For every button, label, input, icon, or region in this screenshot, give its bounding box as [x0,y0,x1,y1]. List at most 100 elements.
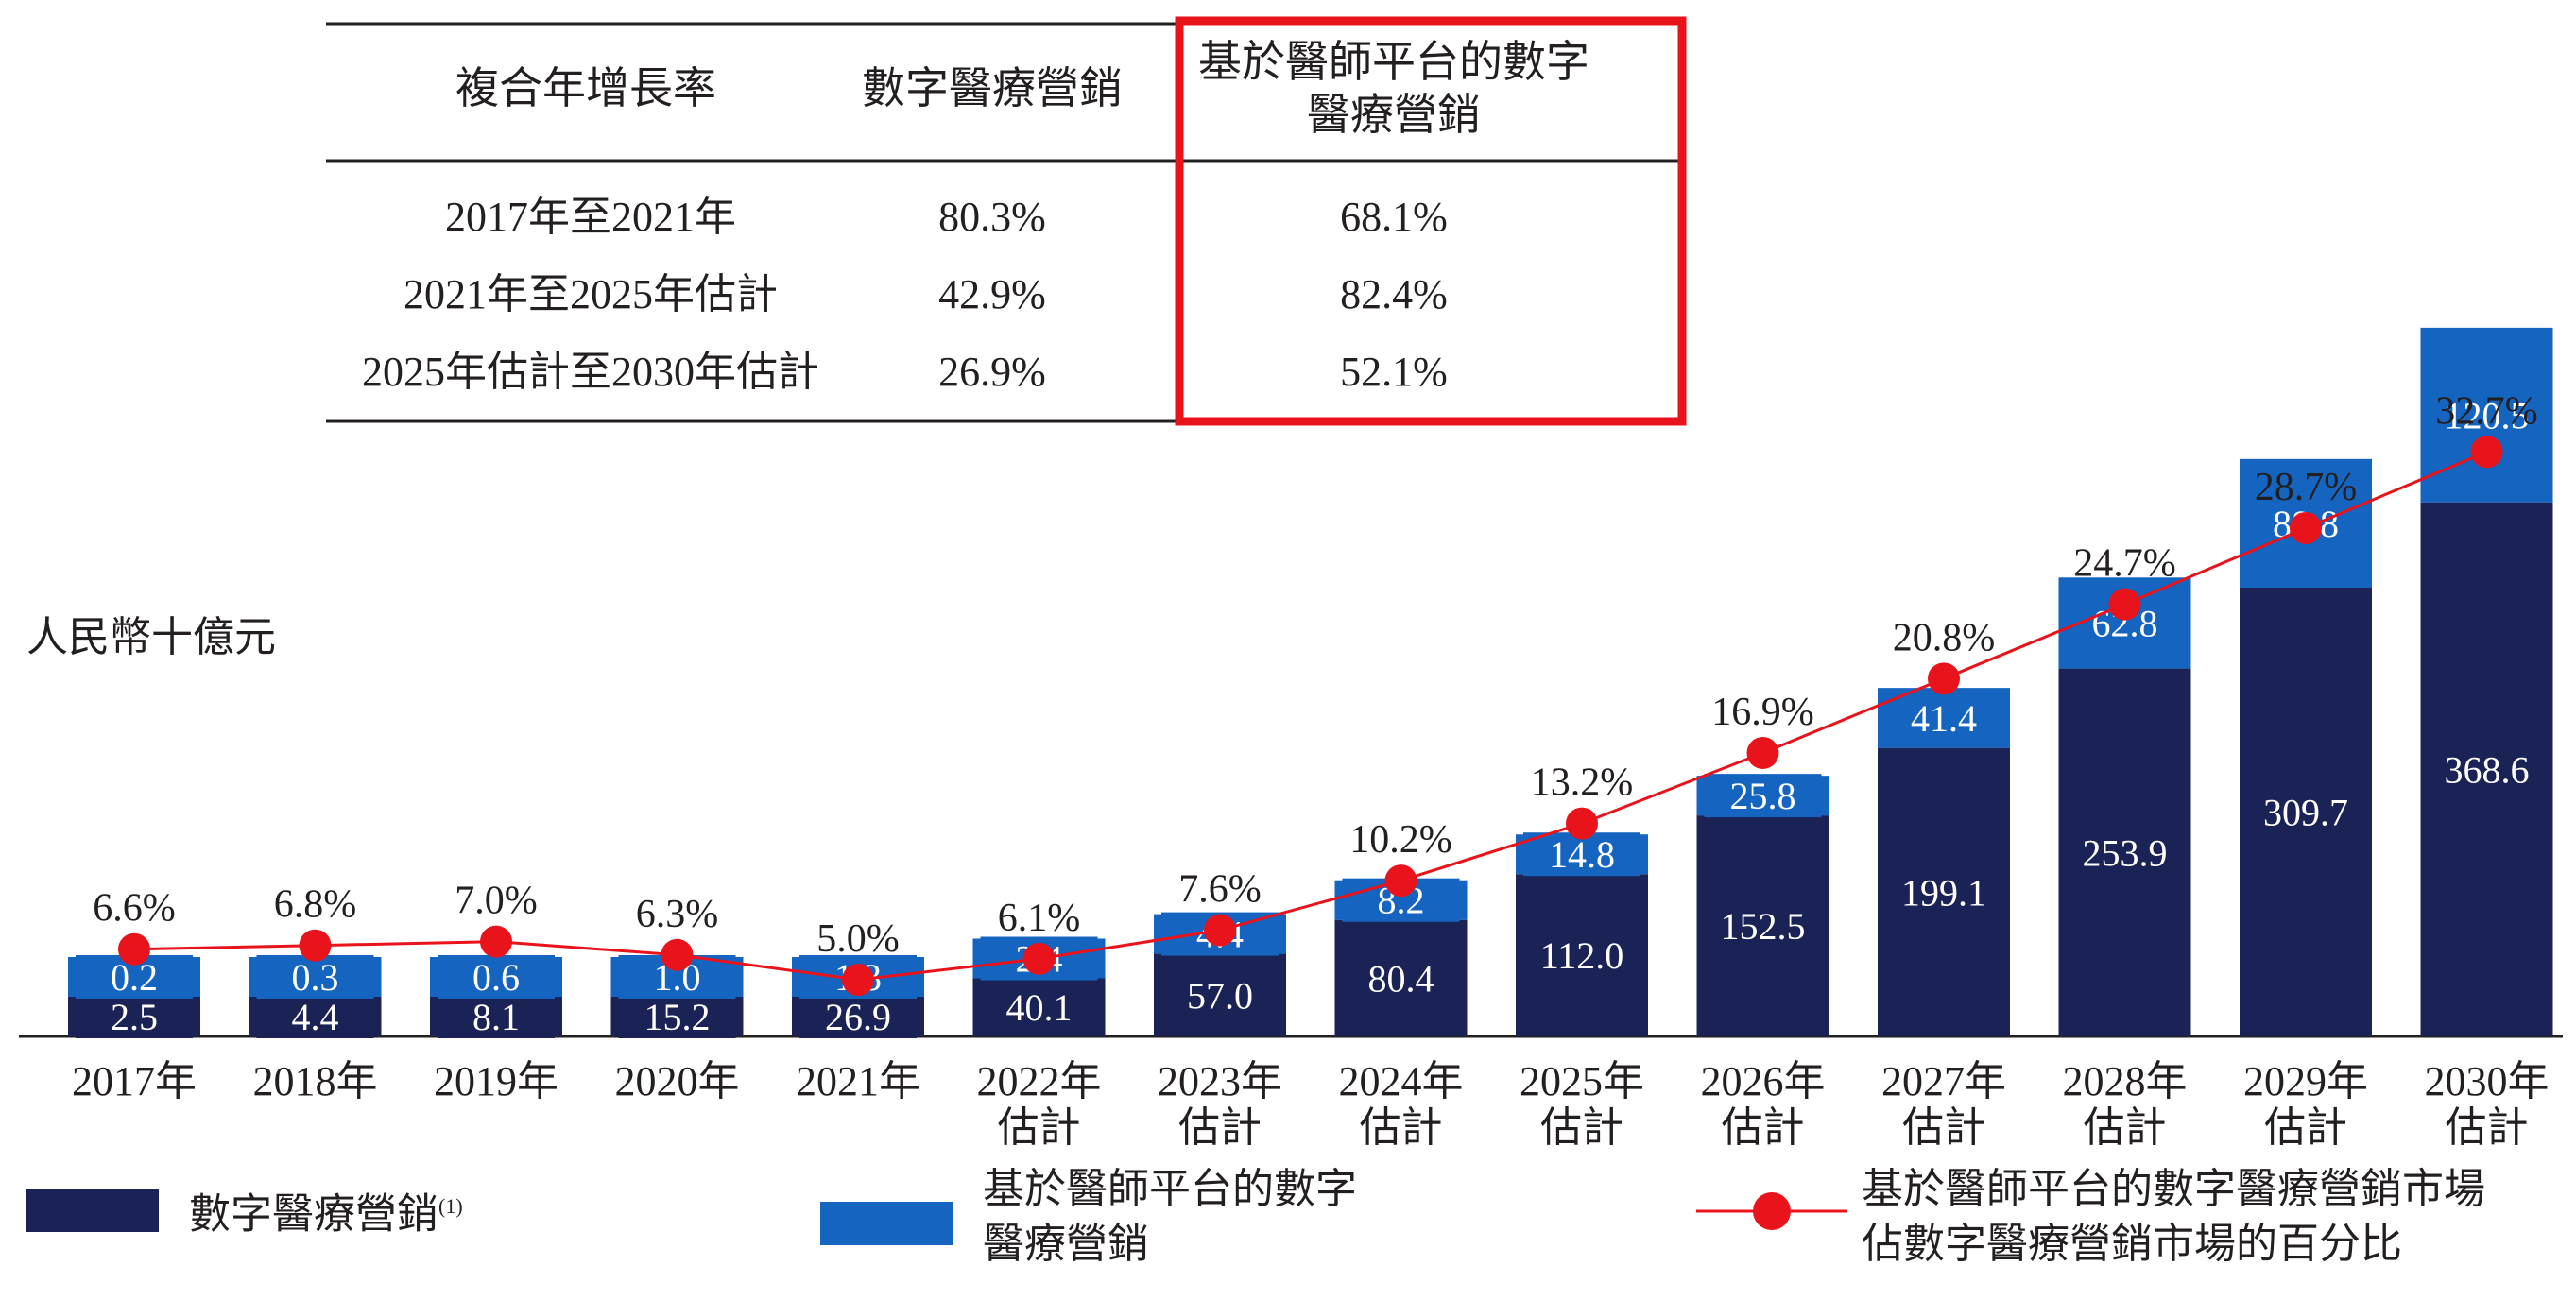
share-point [480,925,512,958]
share-value-label: 5.0% [816,917,900,961]
bar-digital-value-label: 112.0 [1540,934,1624,977]
bar-physician-label-bg [438,955,555,999]
table-row-digital: 80.3% [938,194,1046,240]
x-tick-label: 2030年 [2425,1058,2550,1104]
bar-physician-value-label: 14.8 [1549,833,1615,876]
x-tick-sublabel: 估計 [1360,1104,1443,1151]
share-point [1204,914,1236,947]
x-tick-sublabel: 估計 [2084,1104,2167,1151]
table-header-physician-line2: 醫療營銷 [1307,91,1481,139]
share-point [1746,736,1779,769]
highlight-box [1175,16,1687,426]
table-header-cagr: 複合年增長率 [455,64,716,112]
bar-physician-value-label: 41.4 [1911,697,1977,740]
bar-digital-value-label: 253.9 [2083,831,2168,874]
share-point [118,932,150,966]
x-tick-sublabel: 估計 [998,1104,1081,1151]
share-value-label: 6.6% [93,887,176,931]
share-value-label: 10.2% [1349,818,1452,862]
share-point [2290,511,2322,544]
legend-line-marker [1696,1192,1847,1230]
bar-physician-label-bg [1523,832,1640,877]
bar-digital-label-bg [256,995,374,1038]
share-point [2108,588,2141,621]
share-point [842,964,874,996]
table-header-physician-line1: 基於醫師平台的數字 [1198,38,1589,86]
bar-physician-value-label: 120.5 [2445,394,2530,436]
legend-digital-note: (1) [438,1194,463,1218]
bar-digital-value-label: 57.0 [1187,974,1253,1017]
legend-line-dot [1753,1192,1791,1230]
x-tick-label: 2029年 [2243,1058,2368,1104]
x-tick-label: 2027年 [1881,1058,2006,1104]
bar-digital-label-bg [1885,870,2002,915]
bar-digital-value-label: 4.4 [292,996,339,1038]
bar-physician-label-bg [256,955,374,999]
table-row-period: 2025年估計至2030年估計 [362,349,819,395]
share-value-label: 32.7% [2435,389,2538,433]
bar-physician-label-bg [1704,774,1822,818]
bar-physician-value-label: 0.3 [292,956,339,999]
share-point [1566,807,1598,840]
unit-label: 人民幣十億元 [26,614,276,660]
cagr-table-rules [326,16,1687,426]
share-value-label: 6.1% [998,897,1081,940]
share-value-label: 20.8% [1893,616,1996,659]
table-row-physician: 68.1% [1340,194,1448,240]
share-value-label: 6.8% [274,883,357,927]
legend-label-physician-line1: 基於醫師平台的數字 [983,1166,1357,1212]
x-tick-label: 2026年 [1701,1058,1826,1104]
share-point [299,929,332,962]
x-tick-label: 2018年 [253,1058,378,1104]
bar-digital-label-bg [618,995,736,1038]
x-tick-sublabel: 估計 [1902,1104,1985,1151]
share-value-label: 7.6% [1178,868,1262,912]
table-row-period: 2017年至2021年 [445,194,736,240]
share-value-label: 7.0% [455,880,538,923]
share-point [2470,436,2503,469]
bar-digital-value-label: 15.2 [644,996,711,1038]
bar-digital-label-bg [1704,904,1822,949]
legend-swatch-physician [820,1202,953,1245]
bar-digital-value-label: 26.9 [825,996,891,1038]
legend-label-share-line2: 佔數字醫療營銷市場的百分比 [1862,1221,2402,1267]
table-row-physician: 82.4% [1340,271,1448,317]
share-value-label: 13.2% [1531,761,1634,805]
x-tick-label: 2023年 [1158,1058,1282,1104]
bar-digital-label-bg [438,995,555,1038]
share-value-label: 16.9% [1711,691,1814,734]
bar-digital-label-bg [2428,747,2546,792]
bar-digital-value-label: 152.5 [1721,905,1806,948]
x-tick-label: 2021年 [796,1058,920,1104]
bar-digital-value-label: 199.1 [1901,871,1986,914]
bar-digital-value-label: 368.6 [2445,748,2530,791]
x-tick-label: 2017年 [72,1058,197,1104]
table-row-period: 2021年至2025年估計 [404,271,778,317]
bar-digital-label-bg [1161,973,1279,1018]
bar-physician-label-bg [2428,393,2546,437]
bar-digital-value-label: 2.5 [111,996,158,1038]
cagr-table: 複合年增長率 數字醫療營銷 基於醫師平台的數字 醫療營銷 2017年至2021年… [0,0,2576,435]
x-tick-label: 2019年 [434,1058,558,1104]
bar-physician-value-label: 25.8 [1730,775,1796,817]
legend-label-share-line1: 基於醫師平台的數字醫療營銷市場 [1862,1166,2485,1212]
share-value-label: 6.3% [636,893,719,936]
share-line [133,450,2488,982]
bar-digital-label-bg [1342,956,1460,1001]
x-tick-label: 2025年 [1520,1058,1644,1104]
share-value-label: 28.7% [2255,466,2358,509]
bar-digital-label-bg [2247,790,2364,834]
legend-digital-text: 數字醫療營銷 [189,1190,438,1238]
x-tick-label: 2028年 [2063,1058,2188,1104]
bar-digital-value-label: 8.1 [472,996,520,1038]
bar-digital-label-bg [980,985,1098,1030]
bar-digital-label-bg [76,995,193,1038]
bar-digital-label-bg [2066,830,2184,875]
bar-digital-value-label: 309.7 [2263,792,2348,834]
bar-digital-value-label: 80.4 [1368,957,1434,1000]
legend-swatch-digital [26,1189,159,1232]
bar-physician-label-bg [1885,695,2002,740]
x-tick-sublabel: 估計 [1540,1104,1623,1151]
bar-digital-label-bg [1523,933,1640,978]
